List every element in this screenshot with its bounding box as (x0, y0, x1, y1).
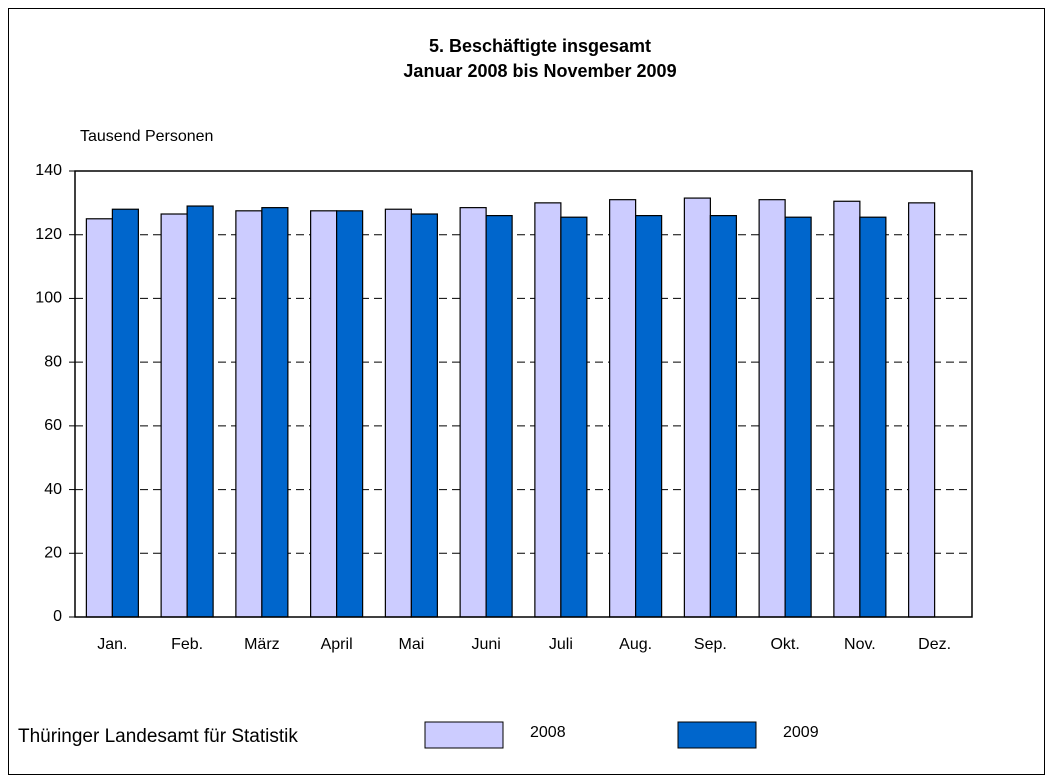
bar (111, 208, 139, 618)
y-tick-label: 60 (44, 417, 62, 434)
chart-title: 5. Beschäftigte insgesamt (429, 36, 651, 56)
plot-border (74, 170, 973, 618)
bar (459, 207, 487, 618)
bar (261, 207, 289, 618)
y-tick-label: 40 (44, 481, 62, 498)
bar (235, 210, 263, 618)
x-tick-label: Mai (398, 636, 424, 653)
bar (410, 213, 438, 618)
bar (758, 199, 786, 618)
y-tick-label: 0 (53, 608, 62, 625)
x-tick-label: Juli (549, 636, 573, 653)
bar (310, 210, 338, 618)
x-tick-label: Feb. (171, 636, 203, 653)
bar (160, 213, 188, 618)
legend-label: 2009 (783, 724, 819, 741)
x-tick-label: Juni (471, 636, 500, 653)
y-tick-label: 140 (35, 162, 62, 179)
legend-swatch (424, 721, 504, 749)
y-tick-label: 120 (35, 226, 62, 243)
bar (336, 210, 364, 618)
plot-area (75, 171, 972, 617)
bar (635, 215, 663, 618)
x-tick-label: Jan. (97, 636, 127, 653)
x-tick-label: Nov. (844, 636, 876, 653)
x-tick-label: Okt. (770, 636, 799, 653)
bar (609, 199, 637, 618)
bar (485, 215, 513, 618)
chart-subtitle: Januar 2008 bis November 2009 (403, 61, 676, 81)
source: Thüringer Landesamt für Statistik (18, 726, 298, 747)
legend-label: 2008 (530, 724, 566, 741)
x-tick-label: Dez. (918, 636, 951, 653)
x-tick-label: April (321, 636, 353, 653)
x-tick-label: Aug. (619, 636, 652, 653)
bar (186, 205, 214, 618)
bar (859, 216, 887, 618)
bar (833, 200, 861, 618)
bar (560, 216, 588, 618)
legend-swatch (677, 721, 757, 749)
y-tick-label: 100 (35, 290, 62, 307)
bar (85, 218, 113, 618)
bar (709, 215, 737, 618)
bar (534, 202, 562, 618)
bar (784, 216, 812, 618)
x-tick-label: März (244, 636, 280, 653)
y-tick-label: 80 (44, 353, 62, 370)
y-tick-label: 20 (44, 545, 62, 562)
bar (683, 197, 711, 618)
y-axis-label: Tausend Personen (80, 128, 213, 145)
x-tick-label: Sep. (694, 636, 727, 653)
bar (384, 208, 412, 618)
bar (908, 202, 936, 618)
